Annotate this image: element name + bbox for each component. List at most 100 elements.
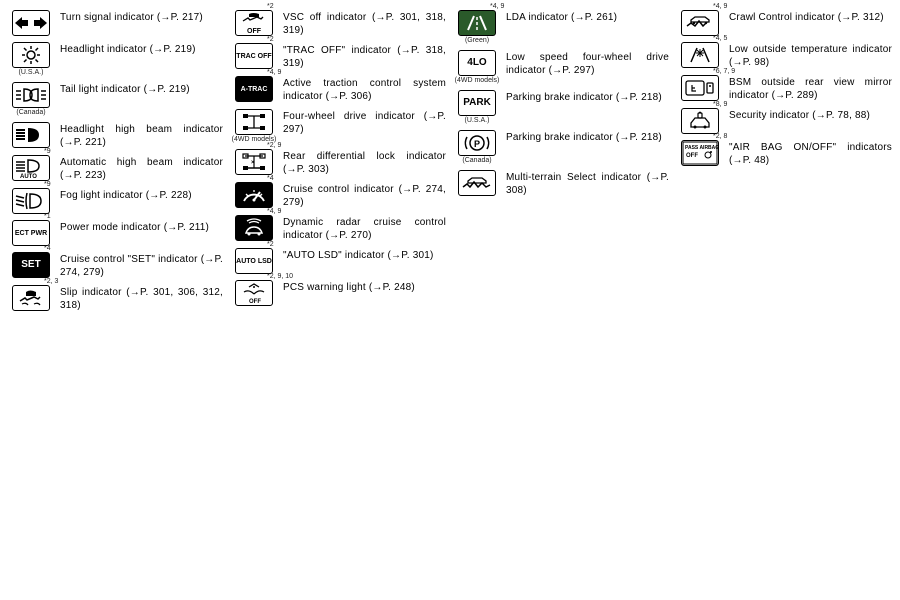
icon-wrap: (Green) <box>454 10 500 44</box>
indicator-icon: P <box>458 130 496 156</box>
indicator-label: "AUTO LSD" indicator (→P. 301) <box>277 248 446 263</box>
icon-wrap: OFF <box>231 10 277 36</box>
icon-wrap <box>677 10 723 36</box>
icon-sublabel: (Canada) <box>462 157 491 164</box>
footnote-ref: *6, 7, 9 <box>713 68 735 75</box>
indicator-item: *4, 9Crawl Control indicator (→P. 312) <box>677 10 892 36</box>
indicator-icon: × <box>235 149 273 175</box>
indicator-item: *4, 9(Green)LDA indicator (→P. 261) <box>454 10 669 44</box>
indicator-item: *2, 8PASS AIRBAGOFF"AIR BAG ON/OFF" indi… <box>677 140 892 167</box>
indicator-icon <box>235 109 273 135</box>
indicator-icon: OFF <box>235 280 273 306</box>
footnote-ref: *4, 5 <box>713 35 727 42</box>
indicator-label: Dynamic radar cruise control indicator (… <box>277 215 446 242</box>
indicator-label: Parking brake indicator (→P. 218) <box>500 130 669 145</box>
icon-wrap: ECT PWR <box>8 220 54 246</box>
icon-sublabel: (U.S.A.) <box>465 117 490 124</box>
indicator-icon: 4LO <box>458 50 496 76</box>
indicator-icon <box>458 170 496 196</box>
footnote-ref: *1 <box>44 213 51 220</box>
footnote-ref: *2, 8 <box>713 133 727 140</box>
footnote-ref: *9 <box>44 148 51 155</box>
indicator-item: Multi-terrain Select indicator (→P. 308) <box>454 170 669 197</box>
indicator-item: *2, 9×Rear differential lock indicator (… <box>231 149 446 176</box>
indicator-item: (4WD models)Four-wheel drive indicator (… <box>231 109 446 143</box>
indicator-table: Turn signal indicator (→P. 217) (U.S.A.) H… <box>8 10 892 318</box>
indicator-item: *2TRAC OFF"TRAC OFF" indicator (→P. 318,… <box>231 43 446 70</box>
icon-wrap: TRAC OFF <box>231 43 277 69</box>
indicator-icon: AUTO <box>12 155 50 181</box>
footnote-ref: *8, 9 <box>713 101 727 108</box>
footnote-ref: *4, 9 <box>267 69 281 76</box>
indicator-icon <box>12 10 50 36</box>
indicator-label: Headlight indicator (→P. 219) <box>54 42 223 57</box>
indicator-icon: SET <box>12 252 50 278</box>
icon-wrap: P (Canada) <box>454 130 500 164</box>
footnote-ref: *4, 9 <box>490 3 504 10</box>
svg-text:OFF: OFF <box>249 299 261 305</box>
indicator-item: P (Canada) Parking brake indicator (→P. 21… <box>454 130 669 164</box>
indicator-icon <box>235 182 273 208</box>
indicator-icon <box>458 10 496 36</box>
icon-wrap <box>454 170 500 196</box>
indicator-icon <box>12 42 50 68</box>
indicator-item: Headlight high beam indicator (→P. 221) <box>8 122 223 149</box>
icon-sublabel: (U.S.A.) <box>19 69 44 76</box>
icon-wrap <box>677 42 723 68</box>
icon-wrap: (4WD models) <box>231 109 277 143</box>
indicator-column: *4, 9(Green)LDA indicator (→P. 261) 4LO(4… <box>454 10 669 318</box>
svg-text:P: P <box>474 139 480 149</box>
indicator-label: Low outside temperature indicator (→P. 9… <box>723 42 892 69</box>
footnote-ref: *4 <box>267 175 274 182</box>
indicator-label: Headlight high beam indicator (→P. 221) <box>54 122 223 149</box>
indicator-item: *2, 3Slip indicator (→P. 301, 306, 312, … <box>8 285 223 312</box>
indicator-label: Power mode indicator (→P. 211) <box>54 220 223 235</box>
icon-wrap <box>8 188 54 214</box>
indicator-item: PARK(U.S.A.)Parking brake indicator (→P.… <box>454 90 669 124</box>
indicator-item: 4LO(4WD models)Low speed four-wheel driv… <box>454 50 669 84</box>
indicator-column: Turn signal indicator (→P. 217) (U.S.A.) H… <box>8 10 223 318</box>
indicator-label: BSM outside rear view mirror indicator (… <box>723 75 892 102</box>
indicator-column: *4, 9Crawl Control indicator (→P. 312)*4… <box>677 10 892 318</box>
indicator-icon: PASS AIRBAGOFF <box>681 140 719 166</box>
indicator-column: *2OFFVSC off indicator (→P. 301, 318, 31… <box>231 10 446 318</box>
indicator-label: "AIR BAG ON/OFF" indicators (→P. 48) <box>723 140 892 167</box>
footnote-ref: *2 <box>267 3 274 10</box>
indicator-label: Cruise control "SET" indicator (→P. 274,… <box>54 252 223 279</box>
indicator-label: PCS warning light (→P. 248) <box>277 280 446 295</box>
indicator-item: Turn signal indicator (→P. 217) <box>8 10 223 36</box>
indicator-icon <box>12 285 50 311</box>
indicator-item: *4Cruise control indicator (→P. 274, 279… <box>231 182 446 209</box>
icon-wrap <box>231 182 277 208</box>
icon-sublabel: (Canada) <box>16 109 45 116</box>
footnote-ref: *9 <box>44 181 51 188</box>
indicator-icon: PARK <box>458 90 496 116</box>
indicator-label: Tail light indicator (→P. 219) <box>54 82 223 97</box>
icon-wrap: SET <box>8 252 54 278</box>
indicator-label: Low speed four-wheel drive indicator (→P… <box>500 50 669 77</box>
indicator-item: (Canada) Tail light indicator (→P. 219) <box>8 82 223 116</box>
indicator-item: *8, 9Security indicator (→P. 78, 88) <box>677 108 892 134</box>
footnote-ref: *2, 9, 10 <box>267 273 293 280</box>
icon-wrap <box>8 122 54 148</box>
indicator-item: *1ECT PWRPower mode indicator (→P. 211) <box>8 220 223 246</box>
indicator-icon <box>12 122 50 148</box>
icon-wrap <box>8 10 54 36</box>
indicator-label: Rear differential lock indicator (→P. 30… <box>277 149 446 176</box>
indicator-icon <box>12 82 50 108</box>
icon-wrap: (Canada) <box>8 82 54 116</box>
icon-wrap: PASS AIRBAGOFF <box>677 140 723 166</box>
indicator-icon: ECT PWR <box>12 220 50 246</box>
icon-wrap <box>8 285 54 311</box>
indicator-item: *2OFFVSC off indicator (→P. 301, 318, 31… <box>231 10 446 37</box>
indicator-icon: OFF <box>235 10 273 36</box>
indicator-label: Four-wheel drive indicator (→P. 297) <box>277 109 446 136</box>
icon-wrap <box>231 215 277 241</box>
indicator-item: *9AUTOAutomatic high beam indicator (→P.… <box>8 155 223 182</box>
indicator-item: *9Fog light indicator (→P. 228) <box>8 188 223 214</box>
icon-wrap: AUTO LSD <box>231 248 277 274</box>
footnote-ref: *4 <box>44 245 51 252</box>
svg-text:AUTO: AUTO <box>20 174 37 179</box>
indicator-icon <box>681 75 719 101</box>
icon-wrap: OFF <box>231 280 277 306</box>
